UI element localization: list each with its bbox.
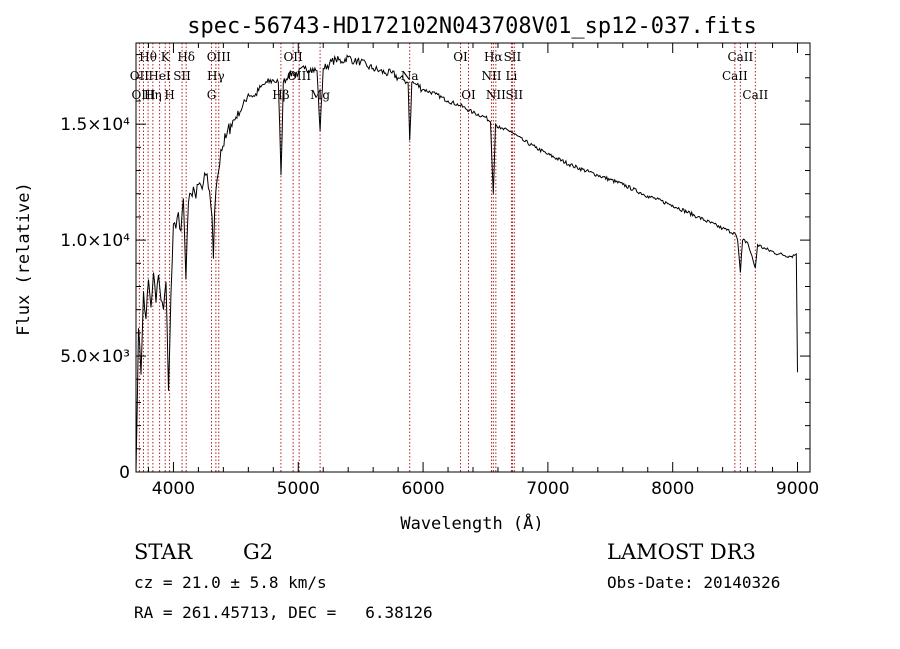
spectral-subclass: G2 [243,540,274,564]
marker-label-caii: CaII [727,50,753,64]
marker-label-oi: OI [453,50,468,64]
y-tick-label-0: 0 [119,463,130,483]
marker-label-hδ: Hδ [177,50,195,64]
marker-label-oiii: OIII [131,88,155,102]
x-axis: 4000 5000 6000 7000 8000 9000 [147,43,819,499]
ra-dec: RA = 261.45713, DEC = 6.38126 [134,603,433,622]
x-tick-label-8000: 8000 [651,479,694,499]
marker-label-hη: Hη [144,88,162,102]
marker-label-caii: CaII [722,69,748,83]
marker-label-oiii: OIII [207,50,231,64]
marker-label-li: Li [506,69,518,83]
marker-label-nii: NII [481,69,501,83]
x-axis-label: Wavelength (Å) [400,512,543,534]
y-tick-label-5000: 5.0×10³ [60,347,130,367]
emission-line-markers [138,43,756,472]
chart-title: spec-56743-HD172102N043708V01_sp12-037.f… [187,14,757,39]
y-tick-label-15000: 1.5×10⁴ [60,115,130,135]
marker-label-h: H [164,88,174,102]
y-tick-label-10000: 1.0×10⁴ [60,231,130,251]
marker-label-oii: OII [130,69,150,83]
marker-label-oi: OI [461,88,476,102]
x-tick-label-9000: 9000 [776,479,819,499]
x-tick-label-7000: 7000 [526,479,569,499]
marker-label-hβ: Hβ [272,88,289,102]
marker-label-hα: Hα [484,50,503,64]
marker-label-sii: SII [505,88,523,102]
marker-label-caii: CaII [742,88,768,102]
marker-label-oii: OII [283,50,303,64]
marker-label-hγ: Hγ [207,69,225,83]
plot-frame [135,42,811,473]
marker-label-hei: HeI [148,69,171,83]
observation-date: Obs-Date: 20140326 [607,573,781,592]
survey-name: LAMOST DR3 [607,540,756,564]
y-axis-label: Flux (relative) [14,182,34,336]
object-class: STAR [134,540,193,564]
redshift-cz: cz = 21.0 ± 5.8 km/s [134,573,327,592]
marker-label-mg: Mg [310,88,330,102]
marker-label-na: Na [401,69,419,83]
marker-label-hθ: Hθ [139,50,157,64]
marker-label-k: K [161,50,171,64]
marker-label-sii: SII [173,69,191,83]
marker-label-nii: NII [486,88,506,102]
marker-label-g: G [207,88,217,102]
y-axis: 0 5.0×10³ 1.0×10⁴ 1.5×10⁴ [60,54,810,483]
x-tick-label-6000: 6000 [401,479,444,499]
x-tick-label-4000: 4000 [152,479,195,499]
spectrum-line [135,54,798,473]
marker-label-sii: SII [504,50,522,64]
x-tick-label-5000: 5000 [277,479,320,499]
